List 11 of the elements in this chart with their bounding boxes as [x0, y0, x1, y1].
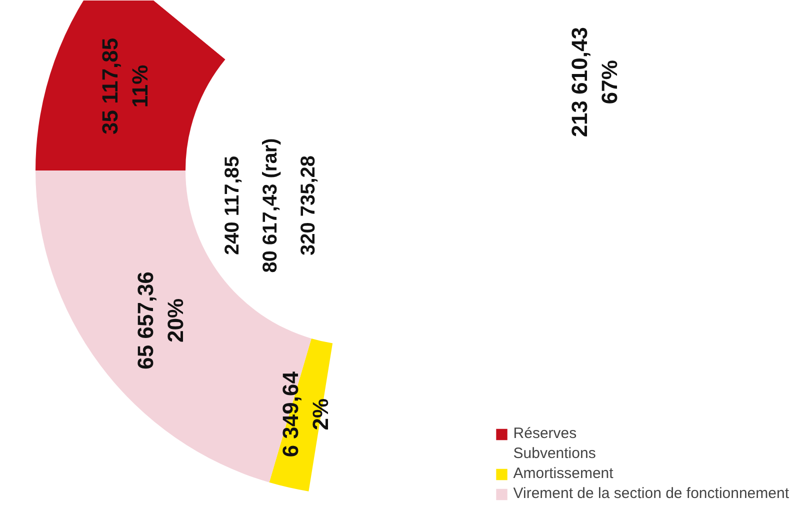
text: 320 735,28	[298, 155, 320, 256]
slice-label: Subventions	[513, 445, 596, 462]
data-label: 6 349,64 2%	[278, 370, 333, 458]
data-label: 65 657,36 20%	[132, 271, 188, 370]
data-label: 213 610,43 67%	[566, 27, 622, 138]
legend-label: Réserves	[513, 425, 577, 442]
legend-label: Amortissement	[513, 465, 614, 482]
text: 240 117,85	[222, 156, 244, 255]
legend-label: Virement de la section de fonctionnement	[513, 485, 789, 502]
text: 80 617,43 (rar)	[260, 138, 282, 273]
data-label: 35 117,85 11%	[98, 38, 153, 135]
